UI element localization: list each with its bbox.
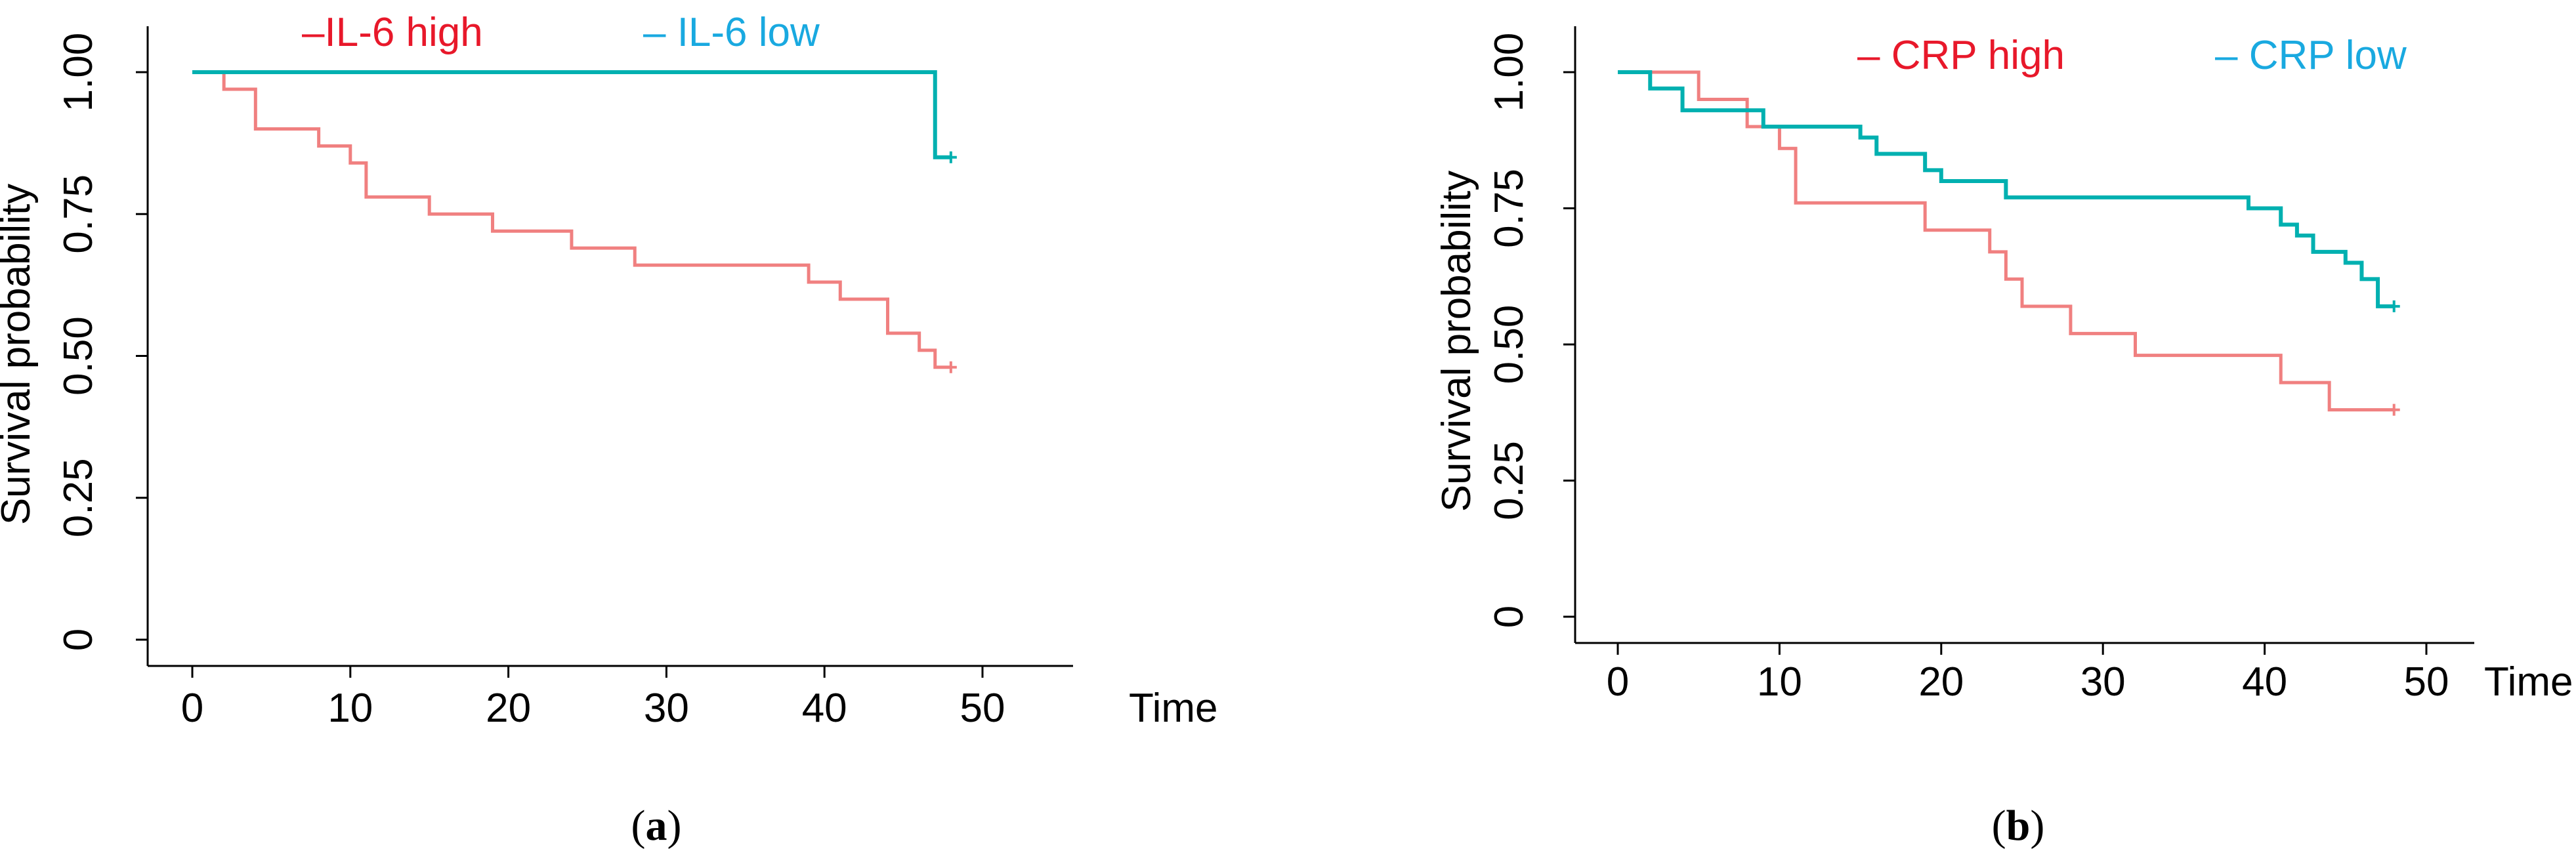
panel-a-series-il-6-low-line — [192, 70, 951, 159]
panel-a-legend-il6-low: – IL-6 low — [643, 10, 820, 55]
panel-b-censor-mark — [2388, 300, 2400, 312]
panel-a-x-tick-label: 30 — [644, 686, 689, 731]
panel-b-y-tick-label: 1.00 — [1487, 33, 1532, 112]
panel-a-y-tick-label: 0.75 — [56, 175, 101, 254]
panel-b-x-tick-label: 50 — [2404, 659, 2449, 705]
panel-b-y-axis-title: Survival probability — [1434, 171, 1479, 512]
panel-b-y-tick-label: 0.50 — [1487, 305, 1532, 384]
panel-b-series-crp-low-line — [1618, 70, 2394, 308]
panel-a-x-tick-label: 40 — [802, 686, 847, 731]
panel-a-y-tick-label: 1.00 — [56, 33, 101, 112]
panel-label-a: (a) — [631, 802, 682, 850]
panel-a-series-il-6-high-line — [192, 70, 951, 369]
panel-a-x-tick-label: 20 — [486, 686, 531, 731]
panel-a-x-axis-title: Time — [1129, 686, 1217, 731]
panel-a-censor-mark — [944, 151, 957, 163]
panel-b-x-axis-title: Time — [2484, 659, 2573, 705]
panel-a-y-tick-label: 0.50 — [56, 316, 101, 396]
panel-b-x-tick-label: 30 — [2080, 659, 2126, 705]
panel-a-y-axis-title: Survival probability — [0, 184, 39, 525]
panel-b-legend-crp-high: – CRP high — [1857, 33, 2065, 78]
panel-b-y-tick-label: 0 — [1487, 606, 1532, 628]
panel-a-x-tick-label: 50 — [960, 686, 1005, 731]
panel-a-y-tick-label: 0 — [56, 629, 101, 651]
panel-b-y-tick-label: 0.75 — [1487, 169, 1532, 248]
panel-b-series-crp-high-line — [1618, 70, 2394, 412]
panel-b-x-tick-label: 10 — [1757, 659, 1802, 705]
panel-label-b: (b) — [1992, 802, 2045, 850]
panel-b-y-tick-label: 0.25 — [1487, 441, 1532, 520]
panel-b-chart: 0 10 20 30 40 50 0 0.25 0.50 0.75 1.00 Survival pro… — [1434, 26, 2573, 705]
panel-b-x-tick-label: 0 — [1607, 659, 1629, 705]
panel-a-legend-il6-high: –IL-6 high — [302, 10, 483, 55]
panel-a-censor-mark — [944, 361, 957, 373]
panel-a-x-tick-label: 10 — [327, 686, 373, 731]
panel-a-chart: 0 10 20 30 40 50 0 0.25 0.50 0.75 1.00 Survival pro… — [0, 26, 1217, 731]
panel-b-x-tick-label: 40 — [2242, 659, 2287, 705]
panel-a-x-tick-label: 0 — [181, 686, 203, 731]
panel-a-y-tick-label: 0.25 — [56, 458, 101, 537]
panel-b-censor-mark — [2388, 403, 2400, 416]
panel-b-legend-crp-low: – CRP low — [2215, 33, 2407, 78]
panel-b-x-tick-label: 20 — [1918, 659, 1964, 705]
